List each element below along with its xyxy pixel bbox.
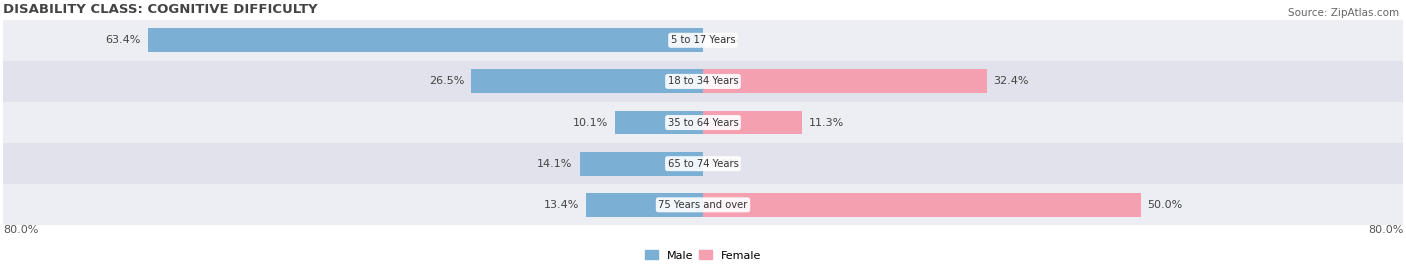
Bar	[3, 20, 1403, 61]
Legend: Male, Female: Male, Female	[640, 246, 766, 265]
Bar	[703, 69, 987, 93]
Bar	[148, 28, 703, 52]
Text: Source: ZipAtlas.com: Source: ZipAtlas.com	[1288, 8, 1399, 18]
Text: 80.0%: 80.0%	[1368, 225, 1403, 235]
Text: 26.5%: 26.5%	[429, 76, 464, 86]
Text: 11.3%: 11.3%	[808, 118, 844, 128]
Text: 75 Years and over: 75 Years and over	[658, 200, 748, 210]
Text: 10.1%: 10.1%	[572, 118, 607, 128]
Bar	[3, 102, 1403, 143]
Text: DISABILITY CLASS: COGNITIVE DIFFICULTY: DISABILITY CLASS: COGNITIVE DIFFICULTY	[3, 3, 318, 16]
Bar	[586, 193, 703, 217]
Text: 63.4%: 63.4%	[105, 35, 141, 45]
Text: 80.0%: 80.0%	[3, 225, 38, 235]
Text: 13.4%: 13.4%	[543, 200, 579, 210]
Text: 14.1%: 14.1%	[537, 159, 572, 169]
Bar	[579, 152, 703, 176]
Text: 32.4%: 32.4%	[994, 76, 1029, 86]
Text: 0.0%: 0.0%	[710, 159, 738, 169]
Text: 0.0%: 0.0%	[710, 35, 738, 45]
Text: 50.0%: 50.0%	[1147, 200, 1182, 210]
Bar	[703, 111, 801, 135]
Bar	[703, 193, 1140, 217]
Text: 5 to 17 Years: 5 to 17 Years	[671, 35, 735, 45]
Text: 18 to 34 Years: 18 to 34 Years	[668, 76, 738, 86]
Bar	[614, 111, 703, 135]
Bar	[3, 61, 1403, 102]
Text: 35 to 64 Years: 35 to 64 Years	[668, 118, 738, 128]
Bar	[3, 143, 1403, 184]
Text: 65 to 74 Years: 65 to 74 Years	[668, 159, 738, 169]
Bar	[471, 69, 703, 93]
Bar	[3, 184, 1403, 225]
